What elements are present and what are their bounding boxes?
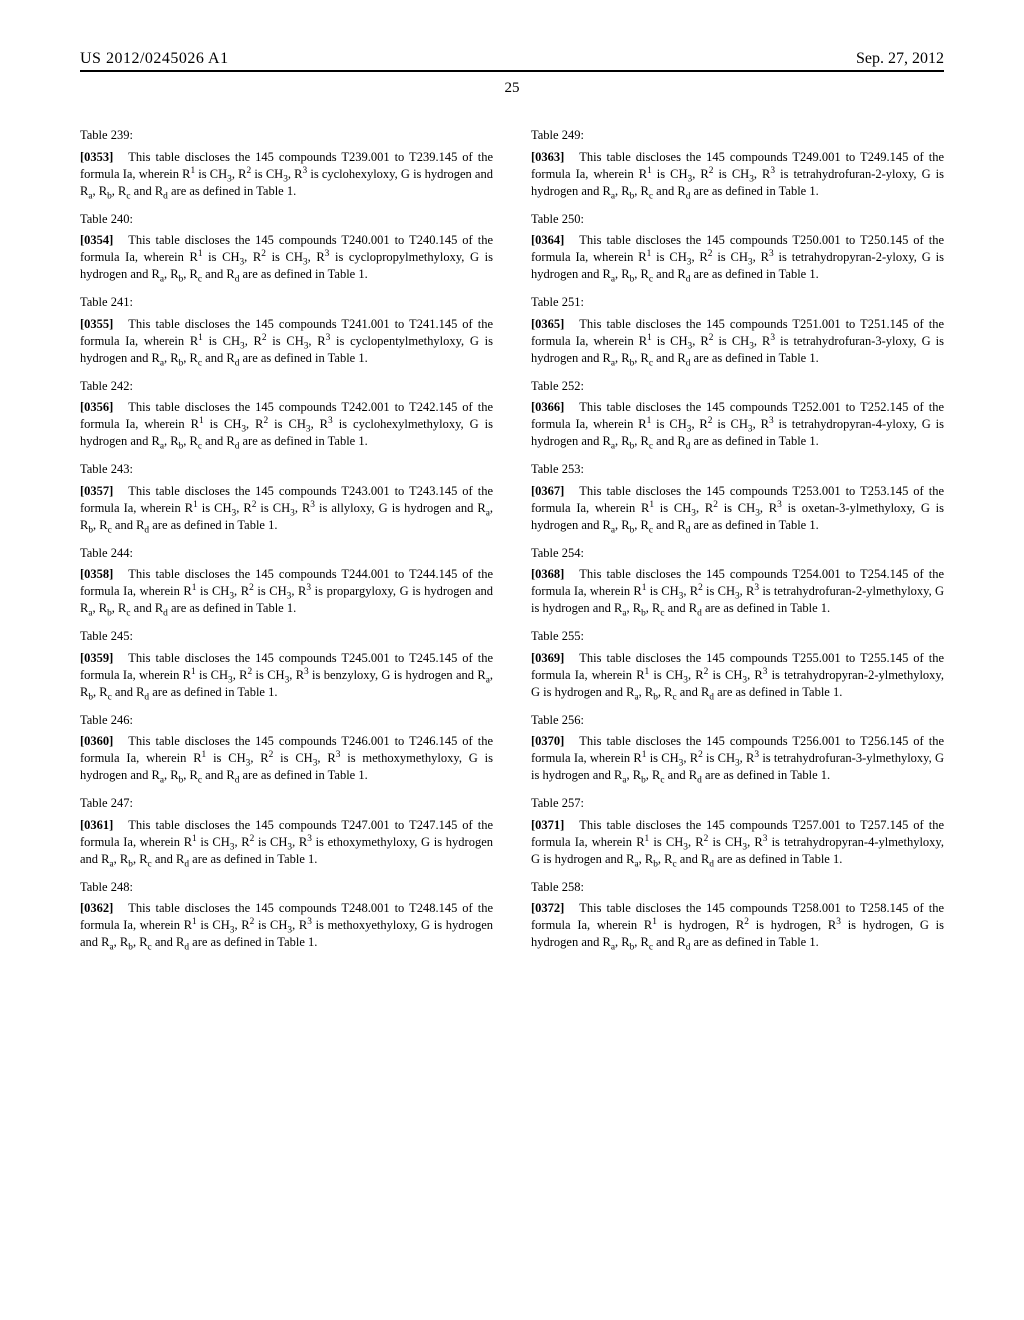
table-entry: Table 243: [0357] This table discloses th… <box>80 461 493 534</box>
right-column: Table 249: [0363] This table discloses th… <box>531 127 944 953</box>
table-title: Table 249: <box>531 127 944 144</box>
table-entry: Table 252: [0366] This table discloses th… <box>531 378 944 451</box>
paragraph-number: [0364] <box>531 233 564 247</box>
table-title: Table 240: <box>80 211 493 228</box>
paragraph: [0371] This table discloses the 145 comp… <box>531 817 944 868</box>
table-title: Table 250: <box>531 211 944 228</box>
page-header: US 2012/0245026 A1 Sep. 27, 2012 <box>80 50 944 72</box>
paragraph-number: [0363] <box>531 150 564 164</box>
paragraph: [0358] This table discloses the 145 comp… <box>80 566 493 617</box>
publication-date: Sep. 27, 2012 <box>856 50 944 68</box>
table-entry: Table 248: [0362] This table discloses th… <box>80 879 493 952</box>
table-title: Table 247: <box>80 795 493 812</box>
table-entry: Table 249: [0363] This table discloses th… <box>531 127 944 200</box>
paragraph-number: [0362] <box>80 901 113 915</box>
table-title: Table 246: <box>80 712 493 729</box>
paragraph-number: [0354] <box>80 233 113 247</box>
table-title: Table 251: <box>531 294 944 311</box>
table-title: Table 242: <box>80 378 493 395</box>
table-entry: Table 241: [0355] This table discloses th… <box>80 294 493 367</box>
table-title: Table 244: <box>80 545 493 562</box>
paragraph-number: [0368] <box>531 567 564 581</box>
paragraph-number: [0360] <box>80 734 113 748</box>
publication-number: US 2012/0245026 A1 <box>80 50 229 68</box>
paragraph-number: [0356] <box>80 400 113 414</box>
table-title: Table 252: <box>531 378 944 395</box>
table-entry: Table 240: [0354] This table discloses th… <box>80 211 493 284</box>
paragraph: [0359] This table discloses the 145 comp… <box>80 650 493 701</box>
table-entry: Table 242: [0356] This table discloses th… <box>80 378 493 451</box>
table-title: Table 253: <box>531 461 944 478</box>
paragraph: [0354] This table discloses the 145 comp… <box>80 232 493 283</box>
paragraph: [0363] This table discloses the 145 comp… <box>531 149 944 200</box>
table-title: Table 241: <box>80 294 493 311</box>
paragraph-number: [0353] <box>80 150 113 164</box>
paragraph-number: [0371] <box>531 818 564 832</box>
paragraph: [0356] This table discloses the 145 comp… <box>80 399 493 450</box>
table-entry: Table 247: [0361] This table discloses th… <box>80 795 493 868</box>
table-entry: Table 250: [0364] This table discloses th… <box>531 211 944 284</box>
paragraph: [0360] This table discloses the 145 comp… <box>80 733 493 784</box>
paragraph: [0366] This table discloses the 145 comp… <box>531 399 944 450</box>
paragraph-number: [0358] <box>80 567 113 581</box>
paragraph-number: [0355] <box>80 317 113 331</box>
paragraph-number: [0359] <box>80 651 113 665</box>
table-entry: Table 254: [0368] This table discloses th… <box>531 545 944 618</box>
paragraph: [0362] This table discloses the 145 comp… <box>80 900 493 951</box>
table-title: Table 239: <box>80 127 493 144</box>
paragraph: [0353] This table discloses the 145 comp… <box>80 149 493 200</box>
table-entry: Table 253: [0367] This table discloses th… <box>531 461 944 534</box>
paragraph: [0364] This table discloses the 145 comp… <box>531 232 944 283</box>
paragraph: [0368] This table discloses the 145 comp… <box>531 566 944 617</box>
table-entry: Table 255: [0369] This table discloses th… <box>531 628 944 701</box>
table-title: Table 256: <box>531 712 944 729</box>
paragraph-number: [0372] <box>531 901 564 915</box>
table-title: Table 255: <box>531 628 944 645</box>
paragraph-number: [0370] <box>531 734 564 748</box>
paragraph: [0370] This table discloses the 145 comp… <box>531 733 944 784</box>
paragraph-number: [0367] <box>531 484 564 498</box>
table-entry: Table 239: [0353] This table discloses th… <box>80 127 493 200</box>
paragraph: [0355] This table discloses the 145 comp… <box>80 316 493 367</box>
table-entry: Table 251: [0365] This table discloses th… <box>531 294 944 367</box>
table-entry: Table 246: [0360] This table discloses th… <box>80 712 493 785</box>
paragraph: [0372] This table discloses the 145 comp… <box>531 900 944 951</box>
table-entry: Table 245: [0359] This table discloses th… <box>80 628 493 701</box>
table-title: Table 245: <box>80 628 493 645</box>
paragraph: [0367] This table discloses the 145 comp… <box>531 483 944 534</box>
table-entry: Table 256: [0370] This table discloses th… <box>531 712 944 785</box>
table-entry: Table 258: [0372] This table discloses th… <box>531 879 944 952</box>
table-title: Table 243: <box>80 461 493 478</box>
paragraph-number: [0361] <box>80 818 113 832</box>
paragraph-number: [0369] <box>531 651 564 665</box>
left-column: Table 239: [0353] This table discloses th… <box>80 127 493 953</box>
table-entry: Table 244: [0358] This table discloses th… <box>80 545 493 618</box>
paragraph: [0365] This table discloses the 145 comp… <box>531 316 944 367</box>
paragraph: [0369] This table discloses the 145 comp… <box>531 650 944 701</box>
paragraph-number: [0366] <box>531 400 564 414</box>
table-title: Table 248: <box>80 879 493 896</box>
table-title: Table 254: <box>531 545 944 562</box>
paragraph-number: [0357] <box>80 484 113 498</box>
patent-page: US 2012/0245026 A1 Sep. 27, 2012 25 Tabl… <box>0 0 1024 1320</box>
paragraph: [0357] This table discloses the 145 comp… <box>80 483 493 534</box>
page-number: 25 <box>80 80 944 97</box>
table-title: Table 257: <box>531 795 944 812</box>
two-column-layout: Table 239: [0353] This table discloses th… <box>80 127 944 953</box>
table-entry: Table 257: [0371] This table discloses th… <box>531 795 944 868</box>
paragraph-number: [0365] <box>531 317 564 331</box>
table-title: Table 258: <box>531 879 944 896</box>
paragraph: [0361] This table discloses the 145 comp… <box>80 817 493 868</box>
